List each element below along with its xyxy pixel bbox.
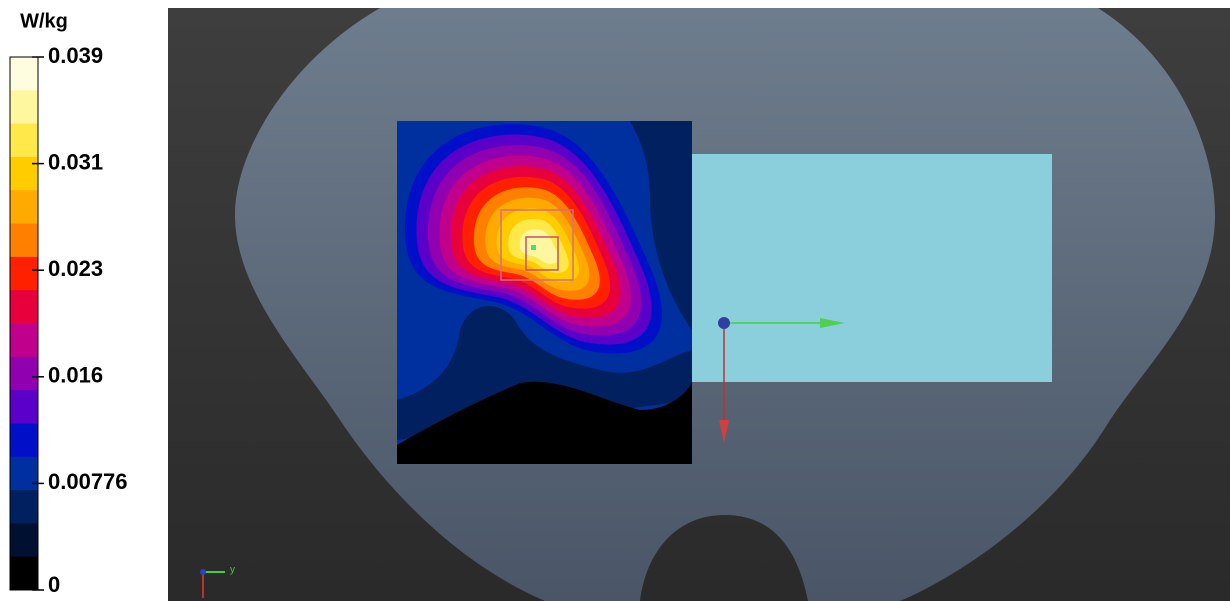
colorbar-band	[10, 323, 38, 358]
colorbar-band	[10, 123, 38, 158]
contour	[519, 229, 559, 264]
zoom-scan-box	[500, 209, 574, 281]
colorbar-band	[10, 356, 38, 391]
viewport: y	[168, 8, 1230, 601]
colorbar-label: 0.039	[48, 43, 103, 68]
mini-origin	[200, 569, 206, 575]
colorbar-band	[10, 290, 38, 324]
colorbar-band	[10, 490, 38, 524]
sar-map	[397, 121, 692, 464]
colorbar-label: 0.00776	[48, 469, 128, 494]
colorbar-frame	[9, 56, 39, 591]
colorbar-label: 0.023	[48, 256, 103, 281]
axis-x-head	[820, 318, 845, 328]
colorbar: W/kg 0.039 0.031 0.023 0.016 0.00776 0	[9, 10, 128, 597]
colorbar-label: 0	[48, 572, 60, 597]
origin	[718, 317, 730, 329]
colorbar-band	[10, 156, 38, 191]
unit-label: W/kg	[20, 10, 68, 32]
colorbar-band	[10, 57, 38, 91]
colorbar-label: 0.016	[48, 363, 103, 388]
device-plane	[692, 154, 1052, 382]
mini-axis-label: y	[230, 565, 235, 576]
colorbar-label: 0.031	[48, 149, 103, 174]
colorbar-band	[10, 390, 38, 424]
axis-z-head	[719, 420, 729, 443]
peak-box	[525, 236, 559, 271]
colorbar-band	[10, 423, 38, 458]
colorbar-band	[10, 523, 38, 558]
peak-point	[531, 245, 536, 250]
colorbar-band	[10, 556, 38, 591]
colorbar-band	[10, 223, 38, 258]
colorbar-band	[10, 190, 38, 225]
colorbar-band	[10, 456, 38, 491]
colorbar-band	[10, 256, 38, 291]
colorbar-band	[10, 90, 38, 125]
